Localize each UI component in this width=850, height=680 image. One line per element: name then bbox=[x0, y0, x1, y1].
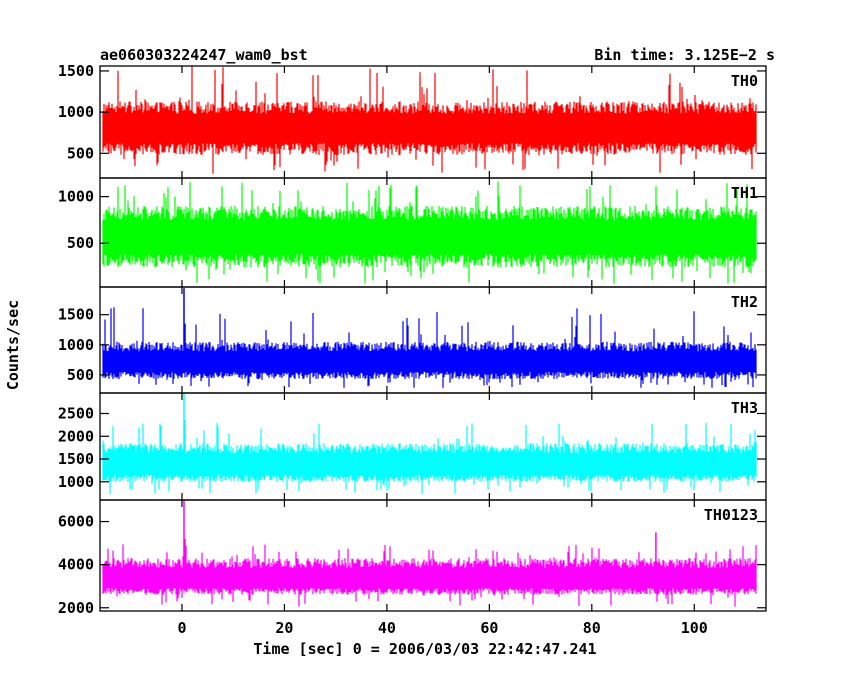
panel-frame bbox=[99, 286, 767, 394]
y-tick-label: 1500 bbox=[58, 306, 94, 324]
series-th0123-trace bbox=[102, 544, 757, 607]
panel-frame bbox=[99, 499, 767, 612]
y-tick-label: 4000 bbox=[58, 556, 94, 574]
x-tick-label: 0 bbox=[177, 619, 186, 637]
series-th1-trace bbox=[102, 181, 757, 284]
y-tick-label: 1000 bbox=[58, 103, 94, 121]
y-tick-label: 500 bbox=[67, 144, 94, 162]
y-tick-label: 1000 bbox=[58, 336, 94, 354]
y-tick-label: 2000 bbox=[58, 599, 94, 617]
y-tick-label: 2000 bbox=[58, 427, 94, 445]
x-tick-label: 60 bbox=[480, 619, 498, 637]
y-tick-label: 500 bbox=[67, 366, 94, 384]
y-tick-label: 1000 bbox=[58, 188, 94, 206]
y-tick-label: 1000 bbox=[58, 473, 94, 491]
series-th0-trace bbox=[102, 66, 757, 174]
chart-title-left: ae060303224247_wam0_bst bbox=[100, 46, 308, 64]
y-axis-label: Counts/sec bbox=[4, 300, 22, 390]
y-tick-label: 500 bbox=[67, 234, 94, 252]
panel-th3: 1000 1500 2000 2500 TH3 bbox=[58, 392, 767, 501]
x-tick-label: 20 bbox=[275, 619, 293, 637]
panel-th0123: 2000 4000 6000 TH0123 bbox=[58, 499, 767, 617]
x-tick-label: 100 bbox=[681, 619, 708, 637]
panel-th2: 500 1000 1500 TH2 bbox=[58, 286, 767, 394]
x-tick-label: 40 bbox=[378, 619, 396, 637]
panel-th0: 500 1000 1500 TH0 bbox=[58, 62, 767, 179]
y-tick-label: 2500 bbox=[58, 404, 94, 422]
x-axis-label: Time [sec] 0 = 2006/03/03 22:42:47.241 bbox=[253, 640, 596, 658]
series-th3-trace bbox=[102, 422, 757, 495]
y-tick-label: 1500 bbox=[58, 62, 94, 80]
panel-th1: 500 1000 TH1 bbox=[58, 177, 767, 288]
series-th2-trace bbox=[102, 307, 757, 388]
y-tick-label: 1500 bbox=[58, 450, 94, 468]
x-tick-label: 80 bbox=[583, 619, 601, 637]
panel-label-th1: TH1 bbox=[731, 184, 758, 202]
panel-label-th3: TH3 bbox=[731, 399, 758, 417]
y-tick-label: 6000 bbox=[58, 513, 94, 531]
panel-label-th0: TH0 bbox=[731, 72, 758, 90]
panel-label-th2: TH2 bbox=[731, 293, 758, 311]
chart-title-right: Bin time: 3.125E−2 s bbox=[594, 46, 775, 64]
panel-label-th0123: TH0123 bbox=[704, 506, 758, 524]
